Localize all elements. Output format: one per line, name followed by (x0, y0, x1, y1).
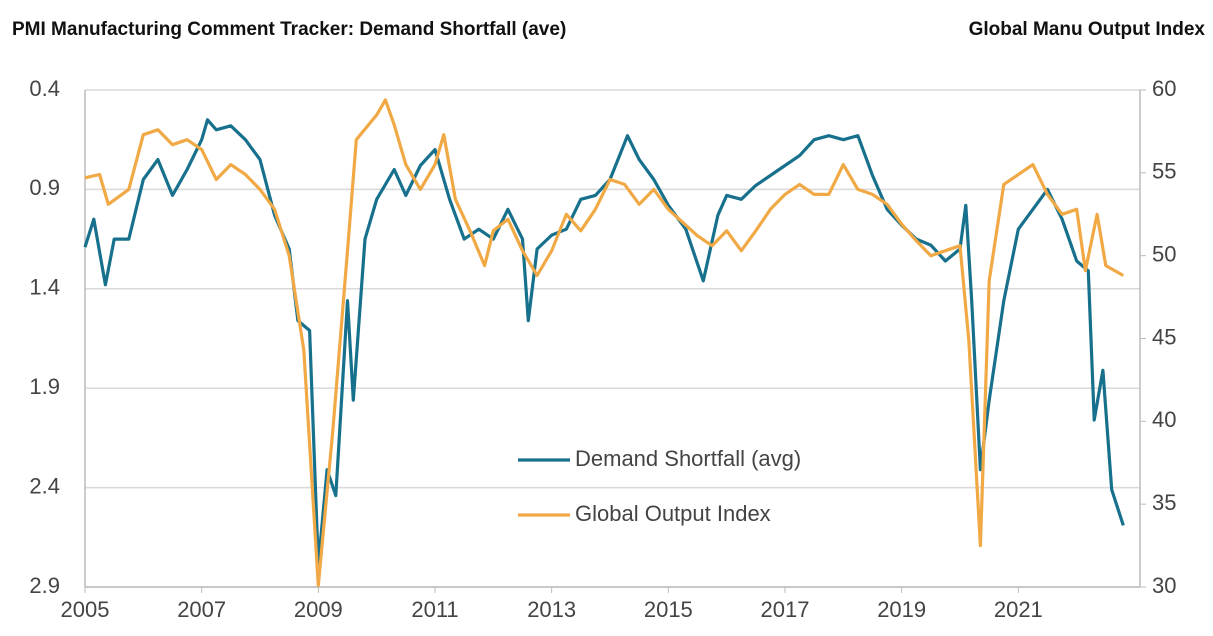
y2-tick-label: 30 (1152, 573, 1176, 598)
x-tick-label: 2017 (761, 597, 810, 622)
x-tick-label: 2015 (644, 597, 693, 622)
x-tick-label: 2005 (61, 597, 110, 622)
y2-tick-label: 45 (1152, 324, 1176, 349)
y2-tick-label: 55 (1152, 159, 1176, 184)
y-tick-label: 0.9 (29, 175, 60, 200)
y-axis-title: PMI Manufacturing Comment Tracker: Deman… (12, 19, 566, 40)
x-tick-label: 2007 (177, 597, 226, 622)
series-line (84, 98, 1125, 587)
x-tick-label: 2009 (294, 597, 343, 622)
y2-tick-label: 35 (1152, 490, 1176, 515)
y2-tick-label: 40 (1152, 407, 1176, 432)
x-tick-label: 2021 (994, 597, 1043, 622)
legend-label: Demand Shortfall (avg) (575, 446, 801, 471)
y2-axis-title: Global Manu Output Index (969, 19, 1206, 40)
series-line (83, 118, 1125, 567)
y-tick-label: 2.4 (29, 473, 60, 498)
x-tick-label: 2019 (877, 597, 926, 622)
legend-label: Global Output Index (575, 501, 771, 526)
y2-tick-label: 50 (1152, 241, 1176, 266)
y-tick-label: 1.4 (29, 275, 60, 300)
y-tick-label: 1.9 (29, 374, 60, 399)
x-tick-label: 2013 (527, 597, 576, 622)
y-tick-label: 2.9 (29, 573, 60, 598)
y-tick-label: 0.4 (29, 76, 60, 101)
y2-tick-label: 60 (1152, 76, 1176, 101)
x-tick-label: 2011 (411, 597, 458, 622)
